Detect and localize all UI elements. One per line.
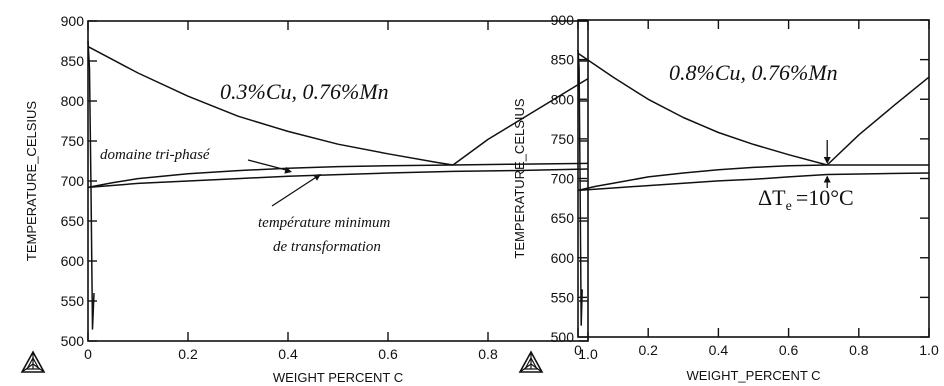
delta-top-arrow-head: [823, 157, 831, 165]
right-chart: 500 550 600 650 700 750 800 850 900 0 0.2 0.4 0.6 0.8…: [512, 12, 939, 383]
series-line-5: [87, 40, 95, 330]
composition-annotation: 0.8%Cu, 0.76%Mn: [669, 60, 838, 85]
series-line-1: [87, 45, 454, 166]
y-tick-label: 850: [61, 53, 85, 69]
y-tick-label: 900: [61, 13, 85, 29]
x-tick-label: 0.2: [638, 342, 658, 358]
three-phase-arrow-head: [284, 166, 292, 174]
y-tick-label: 500: [61, 333, 85, 349]
min-temp-label-line1: température minimum: [258, 215, 391, 231]
series-line-3: [577, 164, 929, 192]
delta-bottom-arrow-head: [823, 175, 831, 183]
min-temp-label-line2: de transformation: [273, 239, 381, 255]
min-temp-arrow-head: [313, 174, 321, 181]
left-chart: 500 550 600 650 700 750 800 850 900 0 0.2 0.4 0.6 0.8…: [20, 13, 598, 385]
x-axis-label: WEIGHT_PERCENT C: [686, 368, 820, 383]
triangle-logo-icon: [518, 350, 544, 373]
x-tick-label: 0: [574, 342, 582, 358]
series-line-1: [577, 52, 828, 166]
series-line-4: [87, 168, 589, 189]
series-line-2: [452, 77, 589, 166]
triangle-logo-icon: [20, 350, 46, 373]
x-tick-label: 0.8: [849, 342, 869, 358]
y-tick-label: 900: [551, 12, 575, 28]
y-tick-label: 750: [551, 131, 575, 147]
composition-annotation: 0.3%Cu, 0.76%Mn: [220, 79, 389, 104]
three-phase-arrow: [247, 159, 291, 172]
x-tick-label: 0.8: [478, 346, 498, 362]
y-tick-label: 650: [551, 210, 575, 226]
series-line-4: [577, 172, 930, 192]
y-axis-label: TEMPERATURE_CELSIUS: [24, 101, 39, 261]
min-temp-arrow: [271, 175, 319, 207]
x-axis-label: WEIGHT PERCENT C: [273, 370, 403, 385]
three-phase-label: domaine tri-phasé: [100, 147, 211, 163]
x-tick-label: 0: [84, 346, 92, 362]
x-tick-label: 1.0: [578, 346, 598, 362]
delta-value: =10°C: [796, 185, 854, 210]
x-tick-label: 1.0: [919, 342, 939, 358]
y-tick-label: 600: [61, 253, 85, 269]
y-axis-label: TEMPERATURE_CELSIUS: [512, 98, 527, 258]
y-tick-label: 650: [61, 213, 85, 229]
y-tick-label: 500: [551, 329, 575, 345]
delta-te-annotation: ΔTe =10°C: [758, 185, 854, 214]
x-tick-label: 0.4: [278, 346, 298, 362]
y-tick-label: 800: [551, 91, 575, 107]
delta-subscript: e: [786, 199, 792, 214]
x-tick-label: 0.6: [779, 342, 799, 358]
y-tick-label: 750: [61, 133, 85, 149]
y-tick-label: 800: [61, 93, 85, 109]
series-line-3: [87, 162, 589, 189]
x-tick-label: 0.4: [709, 342, 729, 358]
y-tick-label: 550: [61, 293, 85, 309]
series-line-2: [826, 76, 930, 166]
series-line-5: [577, 50, 583, 326]
x-tick-label: 0.6: [378, 346, 398, 362]
y-tick-label: 850: [551, 52, 575, 68]
y-tick-label: 600: [551, 250, 575, 266]
y-tick-label: 700: [61, 173, 85, 189]
x-tick-label: 0.2: [178, 346, 198, 362]
y-tick-label: 700: [551, 171, 575, 187]
y-tick-label: 550: [551, 289, 575, 305]
delta-symbol: ΔT: [758, 185, 786, 210]
